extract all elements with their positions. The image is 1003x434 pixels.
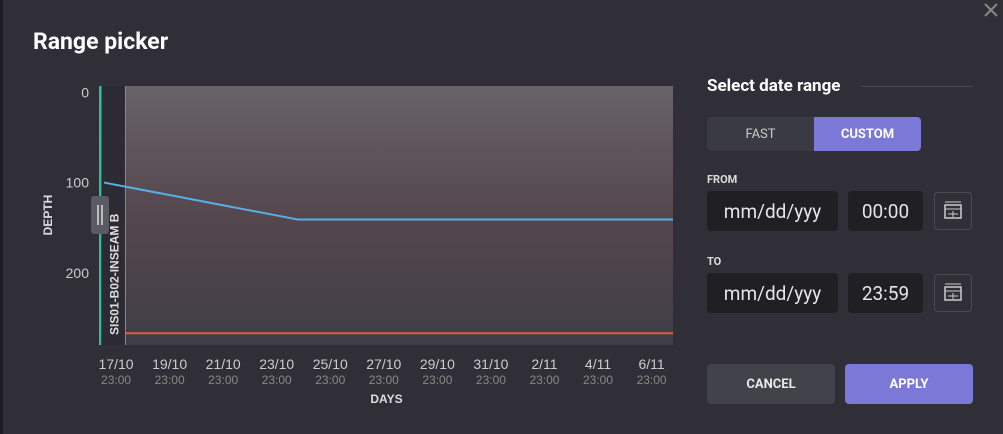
chart: 010020017/1023:0019/1023:0021/1023:0023/… (41, 84, 673, 406)
x-tick-label: 19/10 (152, 356, 187, 372)
x-tick-label: 25/10 (313, 356, 348, 372)
calendar-icon (944, 283, 962, 301)
x-tick-label: 31/10 (473, 356, 508, 372)
cancel-button[interactable]: CANCEL (707, 364, 835, 404)
calendar-icon (944, 201, 962, 219)
to-date-input[interactable]: mm/dd/yyy (707, 273, 838, 313)
dialog-title: Range picker (33, 28, 169, 55)
x-tick-sublabel: 23:00 (369, 373, 399, 387)
x-tick-sublabel: 23:00 (529, 373, 559, 387)
y-axis-title: DEPTH (41, 195, 55, 236)
x-tick-label: 17/10 (99, 356, 134, 372)
x-tick-sublabel: 23:00 (101, 373, 131, 387)
from-time-input[interactable]: 00:00 (848, 191, 923, 231)
y-tick-label: 100 (66, 175, 90, 191)
x-tick-sublabel: 23:00 (315, 373, 345, 387)
x-tick-sublabel: 23:00 (262, 373, 292, 387)
to-label: TO (707, 255, 722, 268)
x-tick-label: 2/11 (531, 356, 557, 372)
x-tick-sublabel: 23:00 (476, 373, 506, 387)
x-tick-label: 23/10 (259, 356, 294, 372)
x-tick-label: 27/10 (366, 356, 401, 372)
divider (861, 86, 973, 87)
x-tick-sublabel: 23:00 (422, 373, 452, 387)
plot-area (100, 86, 673, 345)
x-tick-sublabel: 23:00 (155, 373, 185, 387)
calendar-button[interactable] (934, 192, 972, 230)
apply-button[interactable]: APPLY (845, 364, 973, 404)
x-tick-label: 6/11 (638, 356, 664, 372)
y-tick-label: 0 (81, 84, 89, 100)
dialog: Range picker 0 100 200 17/10 23:00 19/10 23:00… (3, 0, 1003, 434)
x-tick-sublabel: 23:00 (208, 373, 238, 387)
tab[interactable]: FAST (707, 117, 814, 151)
marker-band (102, 86, 126, 345)
y-tick-label: 200 (66, 265, 90, 281)
x-tick-label: 29/10 (420, 356, 455, 372)
x-tick-sublabel: 23:00 (637, 373, 667, 387)
calendar-button[interactable] (934, 274, 972, 312)
to-time-input[interactable]: 23:59 (848, 273, 923, 313)
series-line (103, 181, 673, 221)
x-tick-label: 21/10 (206, 356, 241, 372)
x-axis-title: DAYS (370, 392, 402, 406)
tab[interactable]: CUSTOM (814, 117, 921, 151)
panel-heading: Select date range (707, 76, 841, 96)
close-button[interactable] (983, 2, 999, 18)
x-tick-sublabel: 23:00 (583, 373, 613, 387)
x-tick-label: 4/11 (585, 356, 611, 372)
marker-label: SIS01-B02-INSEAM B (107, 213, 121, 335)
from-label: FROM (707, 173, 738, 186)
from-date-input[interactable]: mm/dd/yyy (707, 191, 838, 231)
handle-grip (97, 205, 103, 225)
range-handle[interactable] (91, 196, 109, 234)
